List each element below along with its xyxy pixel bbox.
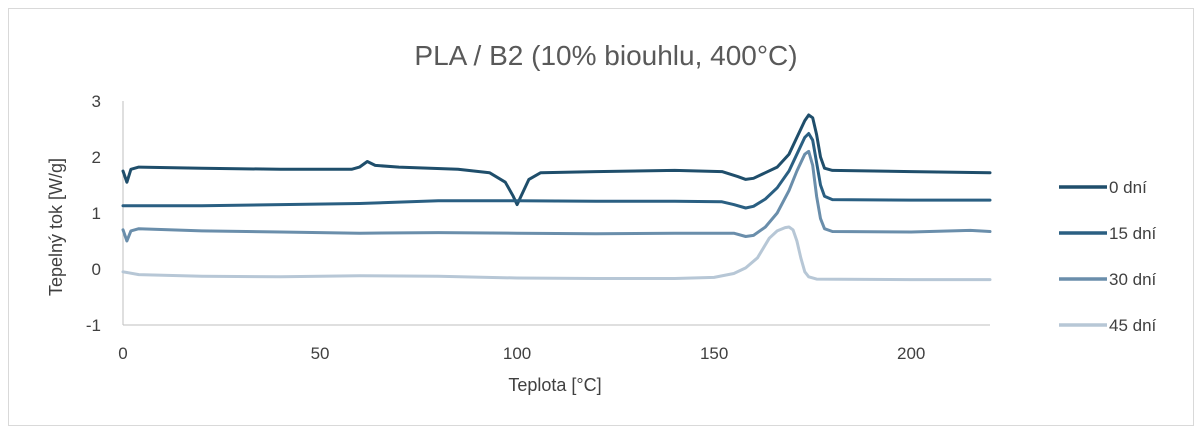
legend-label: 0 dní <box>1109 178 1147 197</box>
y-axis-title: Tepelný tok [W/g] <box>46 158 66 296</box>
x-tick-label: 50 <box>311 344 330 363</box>
series-lines <box>121 113 992 282</box>
x-axis-title: Teplota [°C] <box>508 375 601 395</box>
y-tick-label: 0 <box>92 260 101 279</box>
y-tick-label: 2 <box>92 148 101 167</box>
series-line-3 <box>121 149 992 243</box>
legend: 0 dní 15 dní 30 dní 45 dní <box>1059 178 1157 335</box>
legend-label: 15 dní <box>1109 224 1157 243</box>
x-tick-label: 150 <box>700 344 728 363</box>
y-tick-label: -1 <box>86 316 101 335</box>
y-tick-label: 1 <box>92 204 101 223</box>
chart-title: PLA / B2 (10% biouhlu, 400°C) <box>414 40 797 71</box>
chart-svg: PLA / B2 (10% biouhlu, 400°C) Teplota [°… <box>46 40 1157 395</box>
legend-label: 30 dní <box>1109 270 1157 289</box>
x-tick-label: 200 <box>897 344 925 363</box>
axes: -1 0 1 2 3 0 50 100 150 200 <box>86 92 990 363</box>
series-line-2 <box>121 132 992 210</box>
y-tick-label: 3 <box>92 92 101 111</box>
x-tick-label: 0 <box>118 344 127 363</box>
series-line-1 <box>121 113 992 207</box>
series-line-4 <box>121 225 992 282</box>
x-tick-label: 100 <box>503 344 531 363</box>
chart-area: PLA / B2 (10% biouhlu, 400°C) Teplota [°… <box>8 8 1194 426</box>
legend-label: 45 dní <box>1109 316 1157 335</box>
